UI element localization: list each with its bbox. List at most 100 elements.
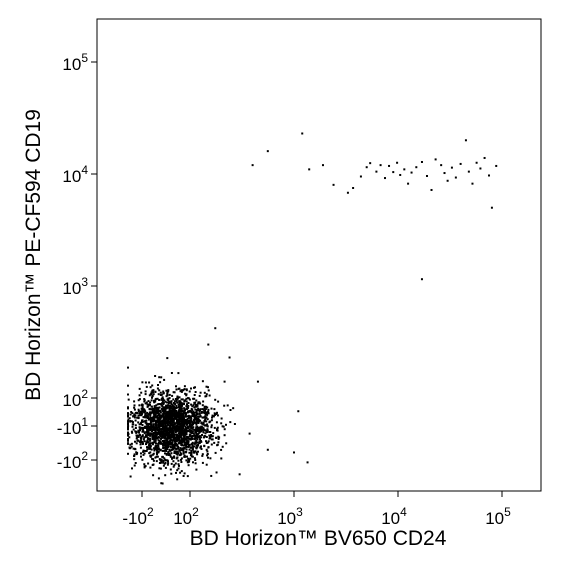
data-point (147, 430, 150, 433)
data-point (138, 394, 141, 397)
data-point (147, 428, 150, 431)
data-point (159, 409, 162, 412)
data-point (206, 423, 209, 426)
data-point (149, 421, 152, 423)
data-point (172, 391, 175, 394)
data-point (138, 387, 141, 390)
data-point (134, 427, 137, 429)
data-point (204, 411, 207, 414)
data-point (199, 446, 202, 449)
data-point (158, 389, 161, 392)
data-point (171, 394, 174, 397)
data-point (127, 434, 129, 437)
data-point (217, 441, 220, 444)
data-point (177, 447, 179, 450)
data-point (158, 406, 161, 409)
data-point (153, 447, 156, 450)
data-point (248, 432, 251, 435)
data-point (163, 439, 166, 442)
data-point (171, 421, 174, 424)
data-point (159, 440, 162, 443)
data-point (156, 447, 159, 449)
data-point (208, 437, 211, 440)
data-point (187, 419, 190, 422)
data-point (143, 425, 146, 428)
data-point (162, 464, 165, 467)
data-point (144, 381, 147, 384)
data-point (194, 437, 197, 440)
y-axis-ticks: -102 -101 102 103 104 105 (57, 51, 97, 472)
data-point (197, 409, 200, 412)
data-point (146, 429, 149, 432)
data-point (195, 417, 198, 420)
data-point (151, 389, 154, 392)
data-point (156, 433, 158, 436)
data-point (170, 462, 173, 465)
data-point (155, 404, 158, 407)
data-point (204, 424, 207, 427)
data-point (129, 413, 132, 416)
data-point (205, 463, 208, 466)
data-point (165, 416, 168, 419)
data-point (430, 188, 433, 191)
data-point (186, 443, 188, 445)
data-point (169, 433, 172, 436)
data-point (188, 422, 190, 424)
data-point (202, 400, 205, 403)
data-point (165, 422, 168, 425)
data-point (156, 408, 159, 410)
data-point (180, 426, 182, 429)
data-point (195, 468, 198, 471)
data-point (168, 443, 171, 446)
data-point (131, 412, 134, 415)
data-point (175, 457, 178, 460)
data-point (403, 168, 406, 171)
data-point (152, 412, 155, 415)
x-tick-label: 102 (173, 505, 199, 528)
data-point (178, 408, 181, 410)
data-point (488, 174, 491, 177)
data-point (157, 447, 160, 450)
data-point (454, 176, 457, 179)
data-point (139, 446, 142, 449)
data-point (159, 448, 162, 451)
data-point (161, 440, 164, 442)
data-point (155, 415, 158, 418)
data-point (133, 413, 136, 416)
data-point (163, 446, 166, 449)
data-point (225, 423, 227, 426)
data-point (158, 462, 161, 464)
data-point (145, 434, 147, 437)
data-point (222, 425, 225, 428)
data-point (209, 436, 212, 438)
data-point (172, 407, 175, 410)
data-point (194, 408, 197, 411)
data-point (190, 403, 193, 406)
data-point (167, 460, 169, 463)
data-point (415, 166, 418, 169)
data-point (180, 457, 183, 460)
data-point (143, 465, 146, 468)
data-point (187, 446, 190, 448)
data-point (167, 440, 170, 443)
data-point (164, 474, 167, 477)
data-point (182, 415, 185, 418)
data-point (160, 428, 162, 431)
data-point (183, 400, 186, 403)
data-point (161, 414, 164, 417)
data-point (208, 434, 211, 437)
data-point (147, 437, 150, 440)
data-point (138, 404, 141, 407)
data-point (158, 427, 161, 430)
data-point (170, 422, 173, 425)
data-point (162, 426, 165, 429)
data-point (154, 427, 157, 430)
data-point (208, 394, 211, 397)
data-point (148, 394, 151, 397)
data-point (196, 427, 199, 430)
data-point (166, 463, 169, 466)
data-point (133, 464, 136, 467)
data-point (180, 458, 182, 461)
data-point (178, 425, 181, 428)
data-point (176, 438, 179, 441)
